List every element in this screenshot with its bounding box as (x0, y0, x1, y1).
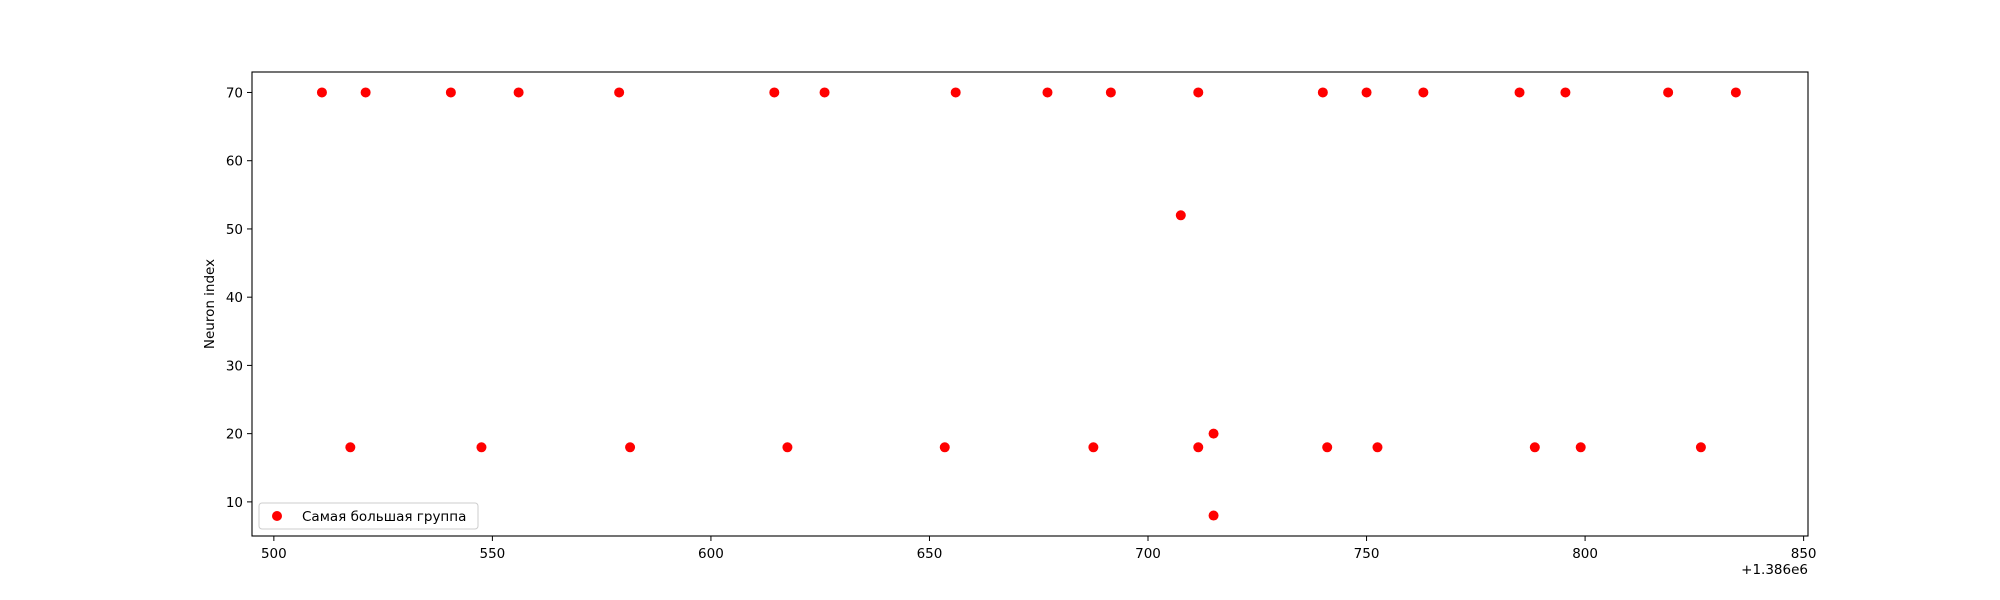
data-point (1695, 442, 1706, 453)
data-points (316, 87, 1741, 521)
axes-frame (251, 71, 1809, 537)
x-tick-label: 700 (1135, 546, 1161, 562)
x-axis-offset-label: +1.386e6 (1741, 562, 1808, 578)
data-point (345, 442, 356, 453)
data-point (1193, 442, 1204, 453)
data-point (476, 442, 487, 453)
data-point (1105, 87, 1116, 98)
data-point (1208, 510, 1219, 521)
data-point (950, 87, 961, 98)
data-point (769, 87, 780, 98)
data-point (1208, 428, 1219, 439)
data-point (1193, 87, 1204, 98)
x-tick-label: 850 (1791, 546, 1817, 562)
data-point (1730, 87, 1741, 98)
x-tick-label: 600 (698, 546, 724, 562)
legend-marker (272, 511, 282, 521)
data-point (1663, 87, 1674, 98)
data-point (1575, 442, 1586, 453)
data-point (614, 87, 625, 98)
data-point (1042, 87, 1053, 98)
x-tick-label: 750 (1354, 546, 1380, 562)
y-axis-ticks: 10 20 30 40 50 60 70 (226, 85, 252, 511)
data-point (360, 87, 371, 98)
y-tick-label: 10 (226, 495, 243, 511)
y-tick-label: 30 (226, 358, 243, 374)
data-point (1514, 87, 1525, 98)
data-point (1322, 442, 1333, 453)
plot-area-border (251, 71, 1809, 537)
data-point (513, 87, 524, 98)
y-tick-label: 70 (226, 85, 243, 101)
data-point (1317, 87, 1328, 98)
data-point (316, 87, 327, 98)
data-point (1088, 442, 1099, 453)
y-tick-label: 50 (226, 222, 243, 238)
data-point (625, 442, 636, 453)
data-point (1361, 87, 1372, 98)
legend: Самая большая группа (258, 502, 479, 530)
y-tick-label: 20 (226, 427, 243, 443)
data-point (445, 87, 456, 98)
data-point (1372, 442, 1383, 453)
x-tick-label: 650 (917, 546, 943, 562)
data-point (1418, 87, 1429, 98)
data-point (1560, 87, 1571, 98)
x-tick-label: 550 (480, 546, 506, 562)
legend-label: Самая большая группа (302, 509, 466, 525)
data-point (782, 442, 793, 453)
x-tick-label: 800 (1572, 546, 1598, 562)
data-point (939, 442, 950, 453)
x-tick-label: 500 (261, 546, 287, 562)
x-axis-ticks: 500 550 600 650 700 750 800 850 (261, 536, 1817, 562)
y-tick-label: 60 (226, 154, 243, 170)
data-point (1529, 442, 1540, 453)
y-axis-label: Neuron index (202, 259, 218, 349)
y-tick-label: 40 (226, 290, 243, 306)
data-point (1175, 210, 1186, 221)
legend-box (258, 502, 479, 530)
data-point (819, 87, 830, 98)
